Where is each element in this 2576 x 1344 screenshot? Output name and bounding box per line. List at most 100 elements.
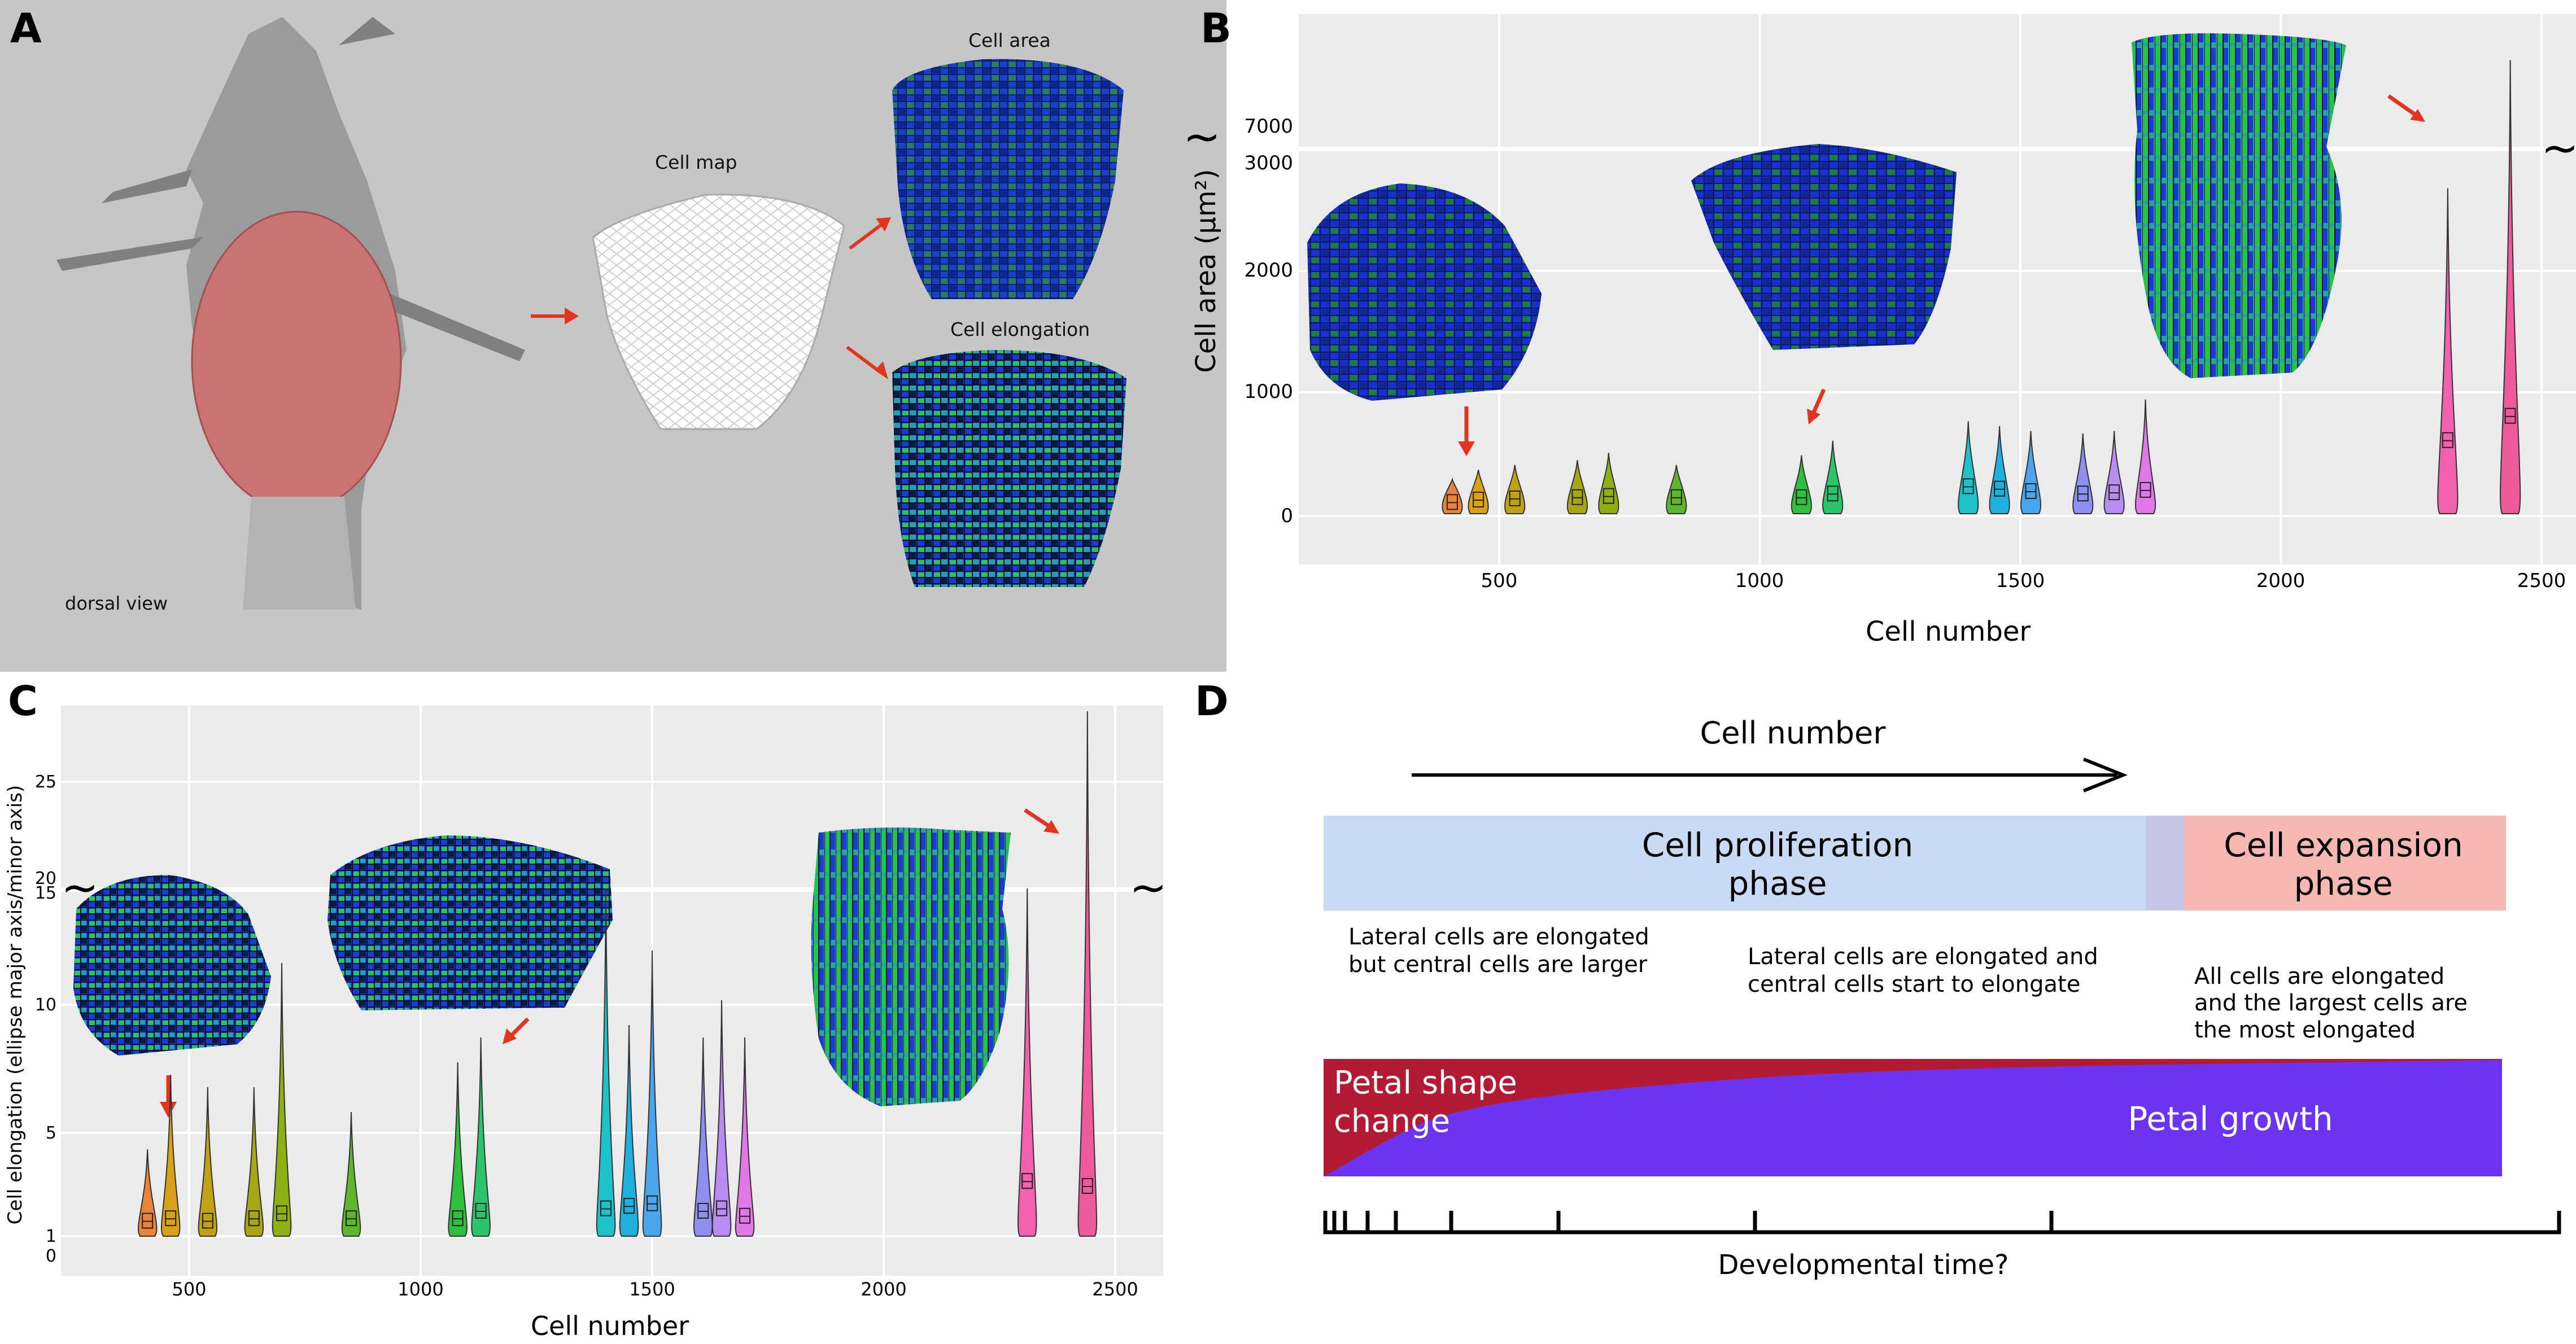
cell-elongation-label: Cell elongation <box>950 318 1090 340</box>
petal-growth-label: Petal growth <box>2128 1100 2333 1138</box>
note-2-line-1: Lateral cells are elongated and <box>1748 944 2098 970</box>
y-tick: 0 <box>46 1246 56 1266</box>
violin-series <box>1442 60 2521 514</box>
axis-break-right: ~ <box>2541 122 2576 174</box>
violin <box>711 1000 732 1237</box>
flower-sem-image <box>56 17 525 610</box>
petal-image-large <box>811 828 1011 1106</box>
cell-map-image <box>592 194 845 430</box>
y-tick: 2000 <box>1244 259 1293 282</box>
petal-image-large <box>2132 33 2346 378</box>
x-axis-label: Cell number <box>531 1311 689 1341</box>
time-axis <box>1323 1211 2561 1234</box>
x-tick: 1500 <box>1996 570 2045 592</box>
y-tick: 15 <box>35 883 56 903</box>
y-axis-label: Cell elongation (ellipse major axis/mino… <box>4 785 27 1225</box>
violin <box>448 1062 468 1237</box>
panel-letter-c: C <box>8 677 38 725</box>
boxplot <box>248 1210 260 1227</box>
y-tick: 10 <box>35 995 56 1015</box>
shape-change-label-2: change <box>1334 1103 1450 1140</box>
boxplot <box>346 1210 357 1227</box>
panel-letter-b: B <box>1200 5 1232 52</box>
axis-ticks: 500 1000 1500 2000 2500 0 1000 2000 3000… <box>1244 115 2566 592</box>
y-tick: 20 <box>35 869 56 888</box>
violin <box>735 1037 755 1237</box>
chart-b: ~ ~ 500 1000 1500 2000 2500 0 1000 2000 … <box>1186 14 2576 647</box>
y-tick: 7000 <box>1244 115 1293 138</box>
cell-elongation-image <box>892 350 1127 587</box>
x-tick: 500 <box>1481 570 1518 592</box>
expansion-phase-box <box>2184 816 2506 910</box>
violin <box>1077 711 1098 1237</box>
petal-image-medium <box>1691 144 1957 350</box>
arrow-icon <box>1412 758 2128 793</box>
note-1-line-2: but central cells are larger <box>1348 952 1648 978</box>
dorsal-view-label: dorsal view <box>65 593 168 614</box>
cell-area-image <box>892 59 1124 299</box>
x-tick: 1000 <box>398 1279 443 1300</box>
x-tick: 1000 <box>1735 570 1784 592</box>
panel-letter-d: D <box>1195 677 1229 725</box>
violin <box>619 1025 639 1237</box>
panel-letter-a: A <box>10 5 42 52</box>
violin <box>1017 888 1037 1237</box>
boxplot <box>623 1198 635 1214</box>
violin <box>272 962 292 1237</box>
boxplot <box>165 1210 177 1227</box>
petal-image-small <box>73 875 271 1056</box>
y-tick: 0 <box>1281 505 1293 527</box>
violin <box>693 1037 713 1237</box>
arrow-icon <box>160 808 1059 1118</box>
note-3-line-1: All cells are elongated <box>2194 964 2444 990</box>
note-3-line-3: the most elongated <box>2194 1017 2416 1043</box>
x-axis-label: Cell number <box>1866 616 2031 647</box>
x-tick: 2500 <box>1092 1279 1138 1300</box>
violin <box>596 888 616 1237</box>
boxplot <box>276 1205 287 1222</box>
expansion-label-1: Cell expansion <box>2224 826 2463 864</box>
cell-area-label: Cell area <box>968 29 1051 51</box>
phase-transition <box>2146 816 2185 910</box>
expansion-label-2: phase <box>2294 864 2392 903</box>
x-tick: 500 <box>172 1279 206 1300</box>
shape-change-label-1: Petal shape <box>1334 1065 1517 1101</box>
y-tick: 3000 <box>1244 152 1293 174</box>
x-tick: 1500 <box>629 1279 675 1300</box>
violin <box>471 1037 491 1237</box>
violin <box>198 1087 218 1237</box>
panel-d-diagram: Cell number Cell proliferation phase Cel… <box>1323 715 2561 1281</box>
violin <box>244 1087 264 1237</box>
violin <box>642 950 662 1237</box>
petal-image-small <box>1307 183 1542 401</box>
boxplot <box>452 1210 464 1227</box>
arrow-icon <box>531 217 891 379</box>
cell-number-label: Cell number <box>1700 715 1887 751</box>
y-tick: 1000 <box>1244 380 1293 403</box>
violin <box>160 1074 181 1237</box>
boxplot <box>1021 1173 1033 1189</box>
x-tick: 2500 <box>2517 570 2566 592</box>
note-1-line-1: Lateral cells are elongated <box>1348 924 1649 950</box>
axis-break-right: ~ <box>1129 861 1167 914</box>
axis-ticks: 500 1000 1500 2000 2500 0 1 5 10 15 20 2… <box>35 772 1138 1300</box>
proliferation-label-1: Cell proliferation <box>1642 826 1914 864</box>
axis-break-left: ~ <box>1186 111 1221 163</box>
proliferation-phase-box <box>1324 816 2154 910</box>
y-tick: 25 <box>35 772 56 792</box>
chart-c: ~ ~ 500 1000 1500 2000 2500 0 1 5 10 15 … <box>4 706 1167 1341</box>
developmental-time-label: Developmental time? <box>1718 1249 2009 1281</box>
petal-shape-change-area <box>1324 1059 2502 1176</box>
y-tick: 5 <box>46 1123 56 1143</box>
violin-series <box>137 711 1098 1237</box>
violin <box>2500 60 2521 514</box>
x-tick: 2000 <box>2256 570 2306 592</box>
petal-image-medium <box>328 835 613 1010</box>
note-3-line-2: and the largest cells are <box>2194 990 2468 1016</box>
arrow-icon <box>1458 94 2425 456</box>
cell-map-label: Cell map <box>655 151 737 173</box>
panel-a-illustration <box>56 17 1127 610</box>
x-tick: 2000 <box>861 1279 906 1300</box>
violin <box>341 1111 361 1237</box>
proliferation-label-2: phase <box>1728 864 1827 903</box>
